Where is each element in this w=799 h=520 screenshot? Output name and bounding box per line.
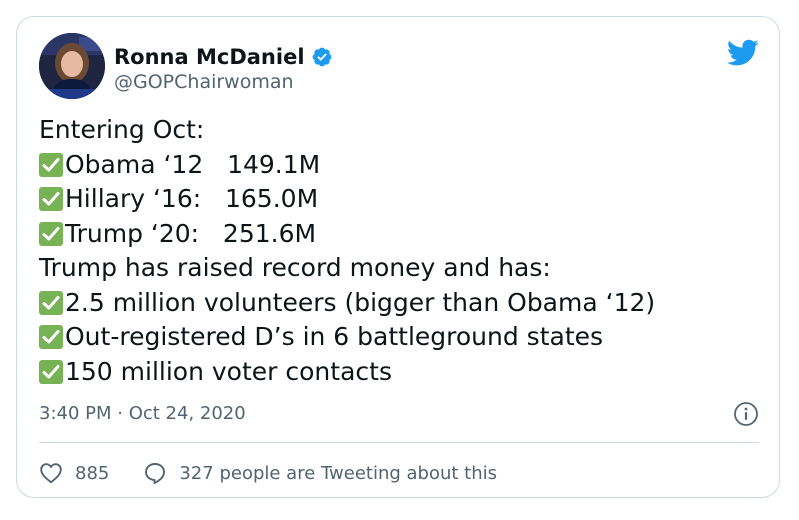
tweet-line: 2.5 million volunteers (bigger than Obam… xyxy=(39,286,759,321)
author-name-row: Ronna McDaniel xyxy=(114,43,333,71)
verified-badge-icon xyxy=(311,46,333,68)
tweet-line-text: 150 million voter contacts xyxy=(65,356,392,386)
twitter-bird-icon[interactable] xyxy=(726,39,759,67)
avatar-photo xyxy=(39,33,105,99)
tweet-line: Obama ‘12 149.1M xyxy=(39,148,759,183)
heart-icon xyxy=(40,463,62,484)
engagement-bar: 885 327 people are Tweeting about this xyxy=(39,459,497,487)
tweet-line-text: 2.5 million volunteers (bigger than Obam… xyxy=(65,287,656,317)
tweet-line: Out-registered D’s in 6 battleground sta… xyxy=(39,320,759,355)
conversation-link[interactable]: 327 people are Tweeting about this xyxy=(143,461,497,485)
tweet-line: Trump ‘20: 251.6M xyxy=(39,217,759,252)
tweet-text: Entering Oct: Obama ‘12 149.1M Hillary ‘16… xyxy=(39,113,759,389)
like-button[interactable]: 885 xyxy=(39,462,109,484)
conversation-text: 327 people are Tweeting about this xyxy=(179,462,498,484)
tweet-line-text: Trump has raised record money and has: xyxy=(39,253,551,282)
speech-bubble-icon xyxy=(145,463,166,484)
tweet-line: Entering Oct: xyxy=(39,113,759,148)
tweet-line-text: Out-registered D’s in 6 battleground sta… xyxy=(65,322,604,351)
tweet-line: Trump has raised record money and has: xyxy=(39,251,759,286)
tweet-timestamp[interactable]: 3:40 PM · Oct 24, 2020 xyxy=(39,403,246,424)
tweet-line-text: Trump ‘20: 251.6M xyxy=(65,218,317,248)
check-mark-icon xyxy=(39,325,63,350)
author-handle[interactable]: @GOPChairwoman xyxy=(114,71,294,93)
divider xyxy=(39,442,759,443)
check-mark-icon xyxy=(39,187,63,212)
avatar[interactable] xyxy=(39,33,105,99)
check-mark-icon xyxy=(39,359,63,384)
author-name[interactable]: Ronna McDaniel xyxy=(114,45,305,69)
tweet-card: Ronna McDaniel @GOPChairwoman Entering O… xyxy=(16,16,780,498)
info-icon[interactable] xyxy=(733,401,759,427)
tweet-line-text: Entering Oct: xyxy=(39,115,205,144)
check-mark-icon xyxy=(39,290,63,315)
tweet-line-text: Obama ‘12 149.1M xyxy=(65,149,321,179)
tweet-line-text: Hillary ‘16: 165.0M xyxy=(65,184,319,213)
check-mark-icon xyxy=(39,152,63,177)
tweet-line: 150 million voter contacts xyxy=(39,355,759,390)
like-count: 885 xyxy=(75,462,110,484)
tweet-line: Hillary ‘16: 165.0M xyxy=(39,182,759,217)
check-mark-icon xyxy=(39,221,63,246)
